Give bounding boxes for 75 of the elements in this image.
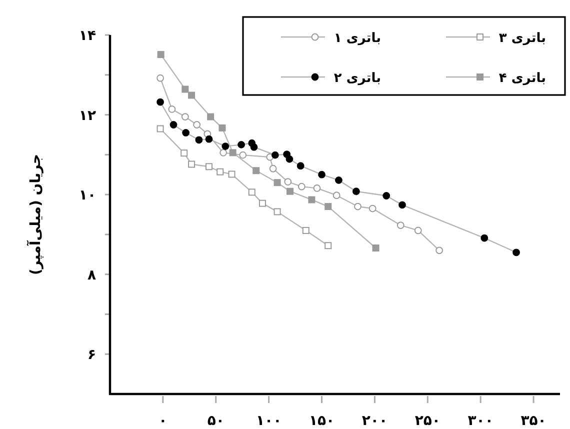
point — [414, 226, 422, 234]
point — [182, 86, 189, 93]
point — [229, 149, 236, 156]
point — [269, 164, 277, 172]
point — [480, 234, 488, 242]
x-tick-label: ۳۵۰ — [520, 413, 546, 429]
point — [372, 244, 380, 252]
point — [216, 168, 224, 176]
y-tick-label: ۱۲ — [78, 108, 96, 124]
point — [318, 170, 326, 178]
point — [274, 208, 281, 216]
legend-label: باتری ۱ — [334, 31, 381, 46]
x-tick-label: ۱۰۰ — [256, 413, 282, 429]
x-tick-label: ۳۰۰ — [468, 413, 494, 429]
point — [324, 242, 332, 250]
x-tick-label: ۰ — [158, 413, 168, 429]
point — [218, 124, 226, 132]
point — [182, 129, 190, 136]
point — [308, 196, 316, 204]
y-tick-label: ۱۰ — [78, 188, 96, 204]
point — [220, 148, 227, 156]
point — [436, 246, 443, 254]
point — [396, 222, 404, 229]
point — [352, 188, 360, 196]
point — [188, 160, 196, 168]
point — [368, 204, 376, 212]
point — [298, 182, 306, 190]
point — [252, 167, 260, 174]
point — [382, 192, 390, 200]
point — [205, 135, 213, 143]
x-tick-label: ۱۵۰ — [308, 413, 335, 429]
point — [398, 201, 406, 209]
point — [512, 248, 520, 256]
point — [313, 184, 321, 192]
point — [354, 202, 362, 210]
point — [228, 170, 236, 178]
point — [274, 179, 281, 186]
legend-label: باتری ۴ — [498, 71, 546, 86]
point — [195, 136, 203, 144]
point — [156, 98, 164, 106]
legend-label: باتری ۲ — [334, 71, 381, 86]
point — [157, 51, 164, 58]
point — [170, 121, 178, 128]
point — [335, 176, 342, 184]
x-tick-label: ۵۰ — [207, 413, 224, 429]
point — [222, 142, 230, 150]
point — [284, 178, 292, 186]
point — [206, 163, 212, 170]
point — [286, 188, 294, 195]
point — [302, 226, 310, 234]
point — [248, 188, 256, 196]
x-tick-label: ۲۵۰ — [414, 413, 440, 429]
y-tick-label: ۸ — [87, 267, 96, 284]
point — [239, 151, 247, 159]
y-axis-title: جریان (میلی‌آمپر) — [26, 154, 44, 276]
point — [168, 105, 176, 113]
point — [324, 203, 332, 210]
point — [180, 150, 188, 157]
point — [332, 192, 340, 200]
point — [238, 140, 245, 148]
point — [193, 121, 201, 128]
point — [156, 74, 164, 82]
point — [258, 200, 266, 207]
point — [271, 151, 279, 159]
point — [296, 162, 304, 170]
legend-label: باتری ۳ — [498, 31, 546, 46]
point — [156, 125, 164, 132]
point — [286, 155, 294, 163]
y-tick-label: ۱۴ — [78, 28, 96, 44]
y-tick-label: ۶ — [87, 347, 96, 364]
point — [207, 113, 214, 120]
point — [250, 143, 258, 151]
x-tick-label: ۲۰۰ — [362, 413, 388, 429]
point — [188, 92, 196, 99]
point — [181, 113, 189, 120]
